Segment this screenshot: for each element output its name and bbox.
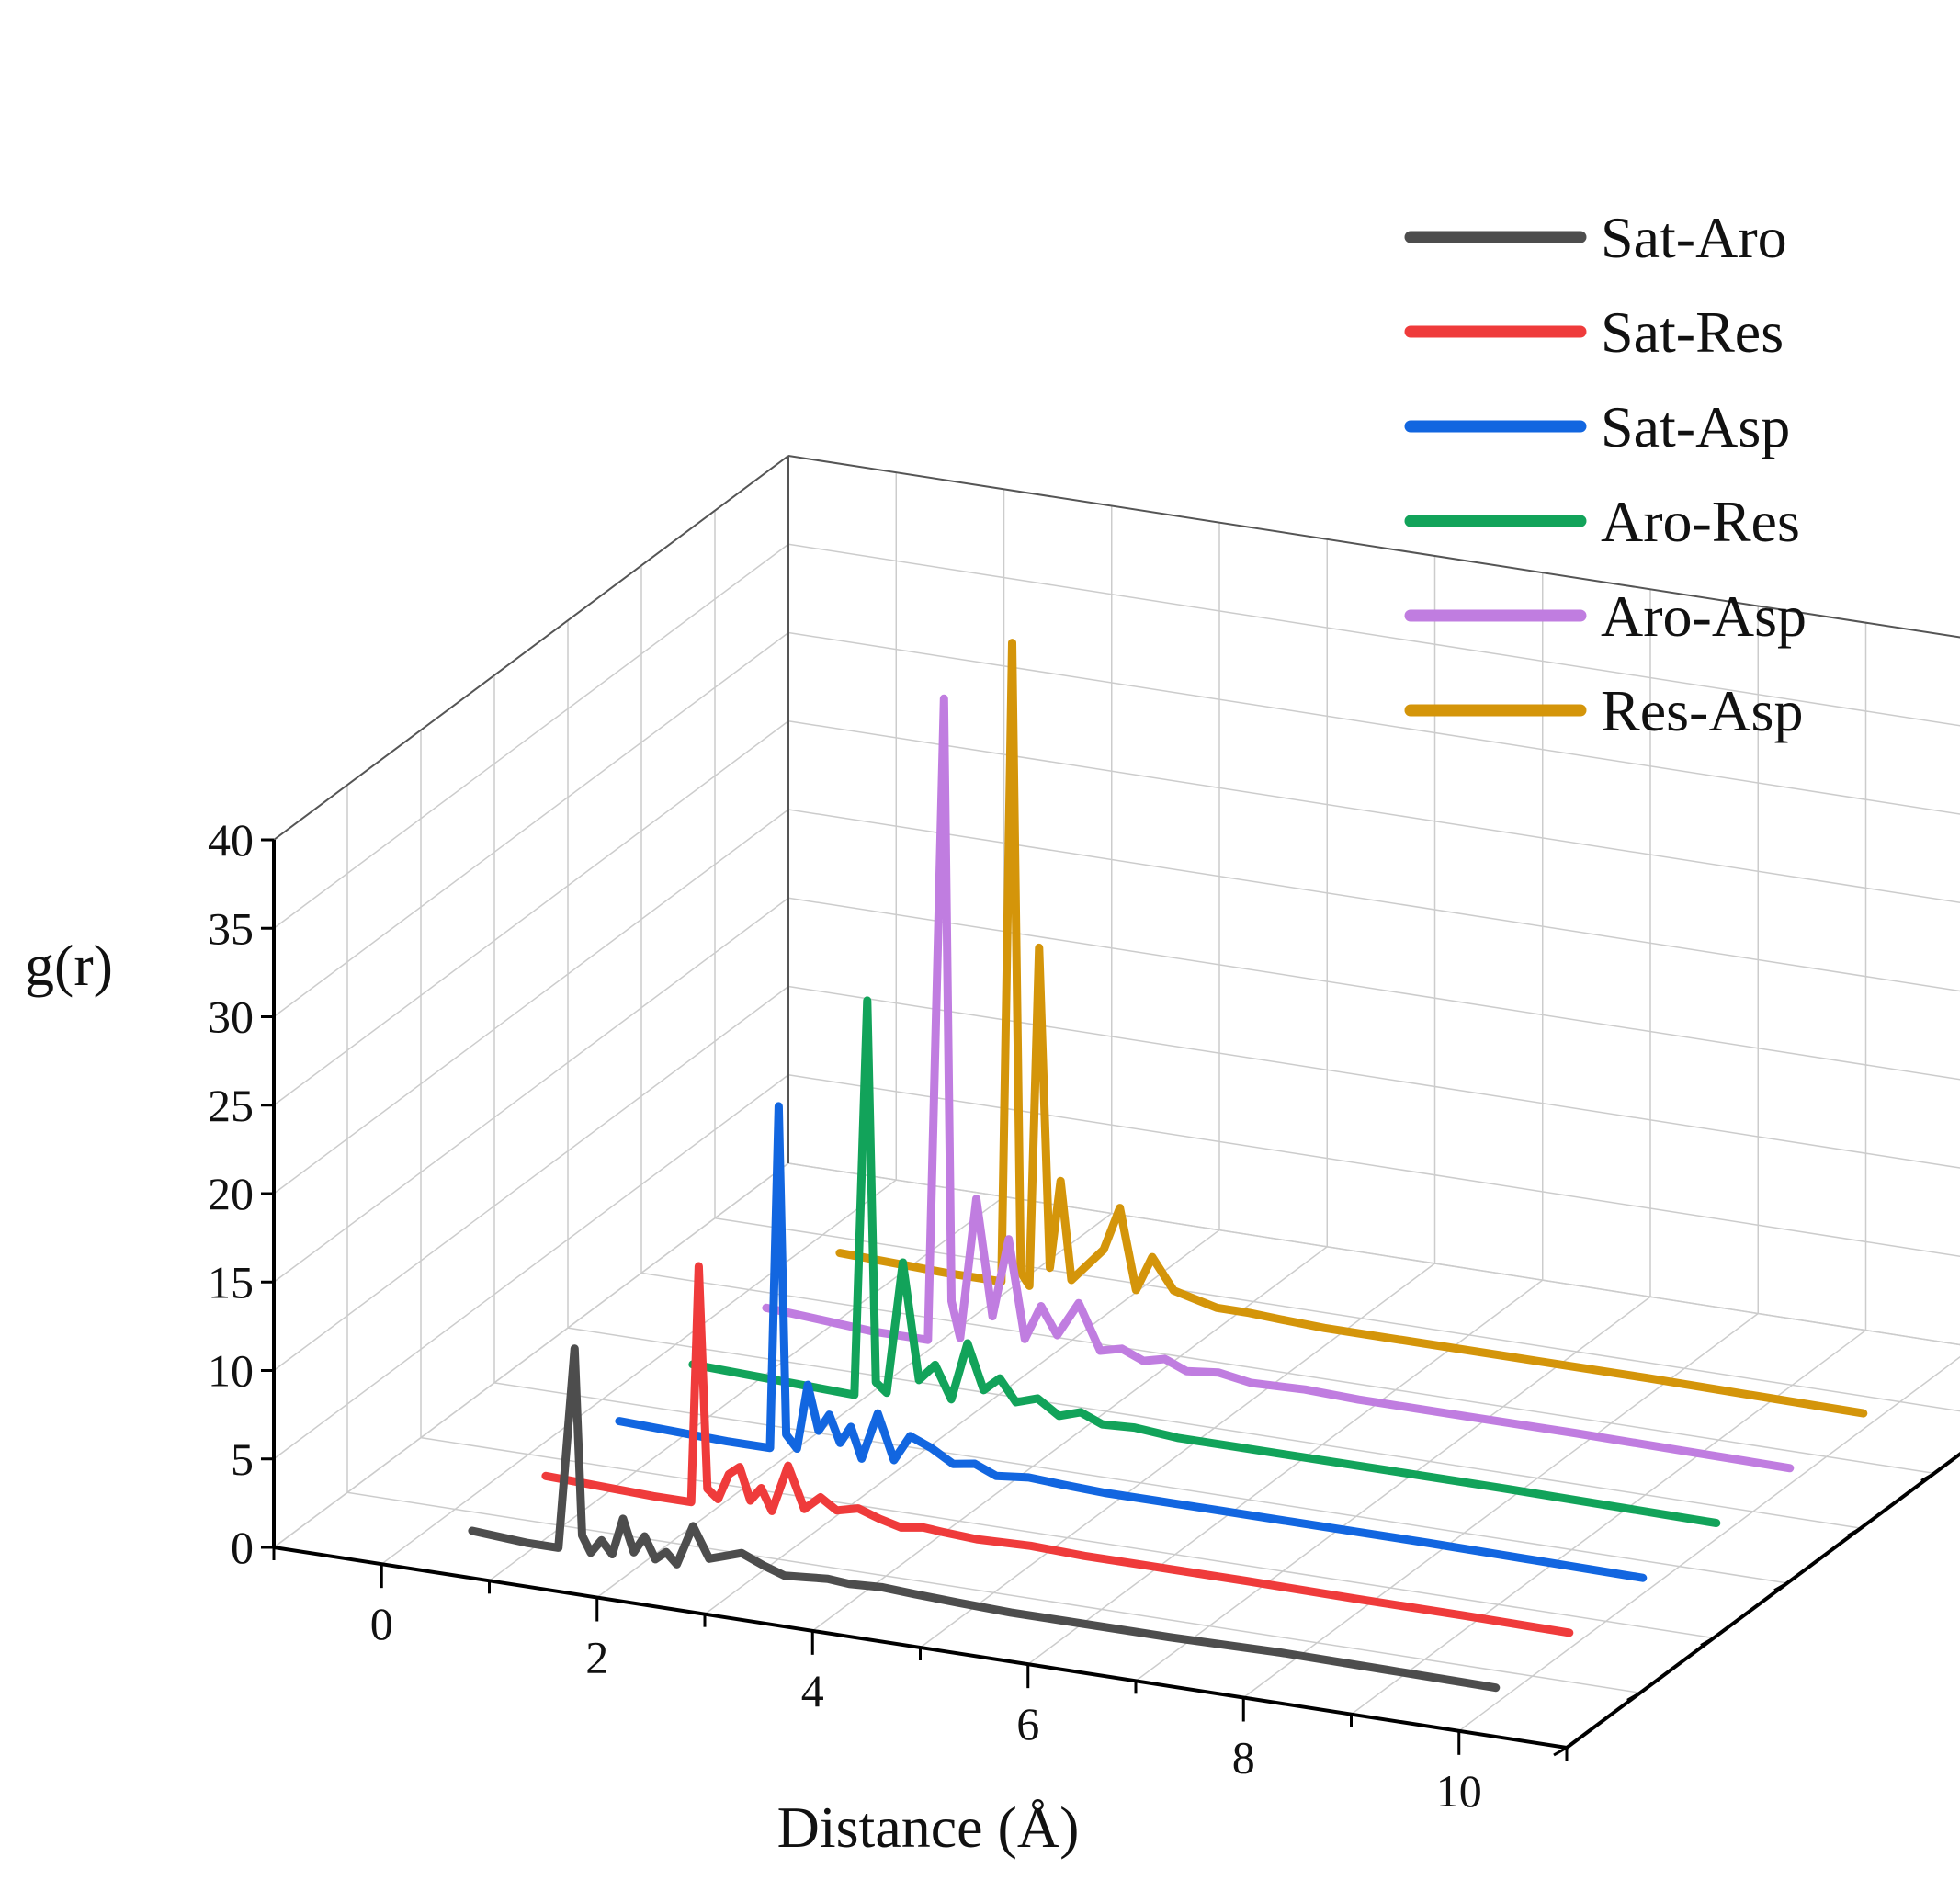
legend: Sat-Aro Sat-Res Sat-Asp Aro-Res Aro-Asp Res-A…: [1404, 205, 1807, 743]
z-axis-line: [1565, 1452, 1960, 1750]
legend-label-aro-asp: Aro-Asp: [1601, 583, 1807, 649]
series-line-sat-asp: [615, 1102, 1648, 1582]
axes-layer: [261, 838, 1960, 1761]
x-tick-label: 8: [1232, 1732, 1255, 1784]
y-tick-label: 0: [231, 1522, 254, 1573]
legend-label-sat-aro: Sat-Aro: [1601, 205, 1787, 270]
floor-grid-x: [1351, 1330, 1866, 1716]
y-tick-label: 10: [208, 1345, 254, 1397]
floor-grid-z: [346, 1491, 1641, 1694]
y-tick-label: 40: [208, 814, 254, 866]
floor-grid-x: [1027, 1279, 1544, 1665]
grid-layer: [273, 455, 1960, 1749]
x-tick-label: 4: [801, 1665, 824, 1716]
left-wall-hgrid: [273, 1074, 789, 1460]
legend-label-sat-asp: Sat-Asp: [1601, 394, 1790, 459]
series-line-aro-res: [688, 996, 1721, 1527]
back-wall-hgrid: [787, 809, 1960, 992]
left-wall-hgrid: [273, 720, 789, 1106]
back-wall-hgrid: [787, 985, 1960, 1169]
back-wall-hgrid: [787, 1074, 1960, 1258]
legend-label-res-asp: Res-Asp: [1601, 678, 1803, 743]
floor-grid-x: [920, 1263, 1435, 1648]
left-wall-hgrid: [273, 897, 789, 1283]
left-wall-hgrid: [273, 543, 789, 929]
y-tick-label: 25: [208, 1080, 254, 1131]
depth-tick: [1920, 1472, 1935, 1482]
floor-grid-x: [489, 1195, 1004, 1581]
left-wall-hgrid: [273, 631, 789, 1018]
depth-tick: [1700, 1637, 1715, 1647]
legend-label-aro-res: Aro-Res: [1601, 489, 1800, 554]
floor-grid-z: [493, 1382, 1788, 1584]
floor-grid-x: [380, 1179, 897, 1565]
x-tick-label: 2: [585, 1632, 608, 1683]
y-tick-label: 20: [208, 1168, 254, 1219]
left-wall-hgrid: [273, 809, 789, 1195]
y-tick-label: 35: [208, 902, 254, 954]
series-line-sat-aro: [468, 1344, 1501, 1693]
floor-grid-z: [640, 1272, 1935, 1475]
back-wall-hgrid: [787, 543, 1960, 727]
y-tick-label: 5: [231, 1433, 254, 1485]
x-axis-title: Distance (Å): [777, 1795, 1080, 1860]
plot-box: [273, 455, 1960, 1749]
back-wall-hgrid: [787, 897, 1960, 1081]
series-line-aro-asp: [762, 694, 1795, 1473]
floor-grid-x: [1242, 1312, 1759, 1699]
labels-layer: g(r) Distance (Å) 0 5 10 15 20 25 30 35 40 0 2 4 6 8 1…: [25, 814, 1482, 1860]
floor-grid-z: [420, 1436, 1715, 1639]
series-layer: [468, 639, 1868, 1693]
depth-tick: [1773, 1581, 1788, 1592]
depth-tick: [1553, 1746, 1568, 1757]
box-edge: [787, 455, 1960, 639]
x-tick-label: 0: [370, 1598, 393, 1649]
x-tick-label: 6: [1016, 1698, 1039, 1750]
box-edge: [273, 455, 789, 841]
y-tick-label: 15: [208, 1256, 254, 1308]
y-axis-title: g(r): [25, 933, 113, 998]
left-wall-hgrid: [273, 985, 789, 1372]
series-line-sat-res: [541, 1262, 1574, 1637]
floor-grid-x: [273, 1162, 789, 1548]
depth-tick: [1847, 1526, 1862, 1537]
back-wall-hgrid: [787, 720, 1960, 904]
floor-grid-x: [1135, 1296, 1651, 1682]
floor-grid-x: [704, 1229, 1220, 1615]
series-line-res-asp: [835, 639, 1868, 1418]
floor-grid-x: [1458, 1355, 1960, 1732]
back-wall-hgrid: [787, 631, 1960, 815]
depth-tick: [1626, 1691, 1641, 1702]
legend-label-sat-res: Sat-Res: [1601, 300, 1784, 365]
x-tick-label: 10: [1436, 1765, 1482, 1817]
y-tick-label: 30: [208, 991, 254, 1043]
